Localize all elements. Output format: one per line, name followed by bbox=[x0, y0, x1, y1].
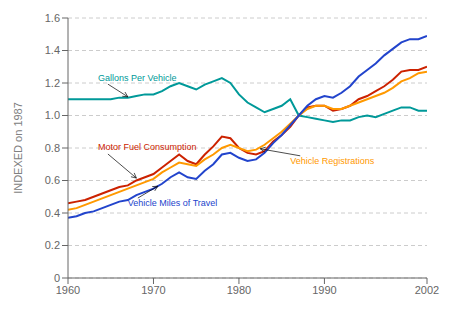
svg-text:1990: 1990 bbox=[312, 284, 336, 296]
svg-text:0.4: 0.4 bbox=[45, 207, 60, 219]
svg-text:1970: 1970 bbox=[141, 284, 165, 296]
svg-text:1.2: 1.2 bbox=[45, 77, 60, 89]
svg-text:Motor Fuel Consumption: Motor Fuel Consumption bbox=[98, 142, 197, 152]
svg-text:0.8: 0.8 bbox=[45, 142, 60, 154]
svg-text:1.4: 1.4 bbox=[45, 44, 60, 56]
svg-text:1.6: 1.6 bbox=[45, 12, 60, 24]
svg-text:0.2: 0.2 bbox=[45, 239, 60, 251]
svg-text:INDEXED on 1987: INDEXED on 1987 bbox=[12, 102, 24, 194]
svg-text:1980: 1980 bbox=[227, 284, 251, 296]
svg-text:Vehicle Registrations: Vehicle Registrations bbox=[290, 156, 375, 166]
svg-text:0: 0 bbox=[54, 272, 60, 284]
svg-text:1960: 1960 bbox=[56, 284, 80, 296]
svg-text:1.0: 1.0 bbox=[45, 109, 60, 121]
svg-text:0.6: 0.6 bbox=[45, 174, 60, 186]
svg-text:2002: 2002 bbox=[415, 284, 439, 296]
svg-text:Vehicle Miles of Travel: Vehicle Miles of Travel bbox=[128, 198, 218, 208]
svg-text:Gallons Per Vehicle: Gallons Per Vehicle bbox=[98, 73, 177, 83]
